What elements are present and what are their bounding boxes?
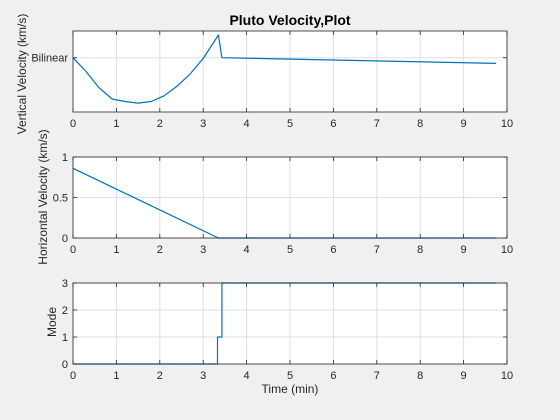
x-tick-label: 4 [244, 244, 250, 256]
subplot-2: 0 1 2 3 4 5 6 7 8 9 10 0 0.5 1 Horizontal Velocity (km… [36, 129, 513, 264]
x-tick-label: 8 [417, 118, 423, 130]
x-tick-label: 2 [157, 370, 163, 382]
x-tick-label: 6 [330, 370, 336, 382]
x-tick-label: 6 [330, 244, 336, 256]
x-tick-label: 7 [374, 118, 380, 130]
x-tick-label: 3 [200, 370, 206, 382]
x-tick-label: 1 [113, 244, 119, 256]
x-tick-label: 0 [70, 370, 76, 382]
y-tick-label: 3 [62, 278, 68, 290]
x-tick-label: 7 [374, 244, 380, 256]
subplot-3: 0 1 2 3 4 5 6 7 8 9 10 0 1 2 3 Mode [45, 278, 513, 382]
x-tick-label: 10 [501, 244, 513, 256]
x-tick-label: 6 [330, 118, 336, 130]
y-axis-label: Vertical Velocity (km/s) [15, 14, 29, 135]
chart-title: Pluto Velocity,Plot [229, 12, 350, 28]
y-tick-label: 0 [62, 233, 68, 245]
x-tick-label: 1 [113, 118, 119, 130]
x-tick-label: 5 [287, 370, 293, 382]
x-tick-label: 5 [287, 118, 293, 130]
x-tick-label: 10 [501, 370, 513, 382]
x-tick-label: 5 [287, 244, 293, 256]
x-tick-label: 4 [244, 370, 250, 382]
x-tick-label: 7 [374, 370, 380, 382]
x-tick-label: 8 [417, 370, 423, 382]
y-tick-label: Bilinear [31, 53, 68, 65]
x-tick-label: 9 [461, 370, 467, 382]
x-tick-label: 10 [501, 118, 513, 130]
series-line-1 [72, 34, 497, 104]
x-tick-label: 2 [157, 118, 163, 130]
x-tick-label: 1 [113, 370, 119, 382]
x-tick-label: 0 [70, 118, 76, 130]
x-tick-label: 9 [461, 118, 467, 130]
y-axis-label: Mode [45, 307, 59, 337]
x-tick-label: 0 [70, 244, 76, 256]
y-tick-label: 0 [62, 359, 68, 371]
y-tick-label: 1 [62, 152, 68, 164]
y-tick-label: 0.5 [53, 193, 68, 205]
x-tick-label: 3 [200, 118, 206, 130]
x-tick-label: 4 [244, 118, 250, 130]
y-tick-label: 1 [62, 332, 68, 344]
y-tick-label: 2 [62, 305, 68, 317]
y-axis-label: Horizontal Velocity (km/s) [36, 129, 50, 264]
x-tick-label: 3 [200, 244, 206, 256]
x-tick-label: 2 [157, 244, 163, 256]
x-axis-label: Time (min) [262, 382, 319, 396]
x-tick-label: 9 [461, 244, 467, 256]
x-tick-label: 8 [417, 244, 423, 256]
